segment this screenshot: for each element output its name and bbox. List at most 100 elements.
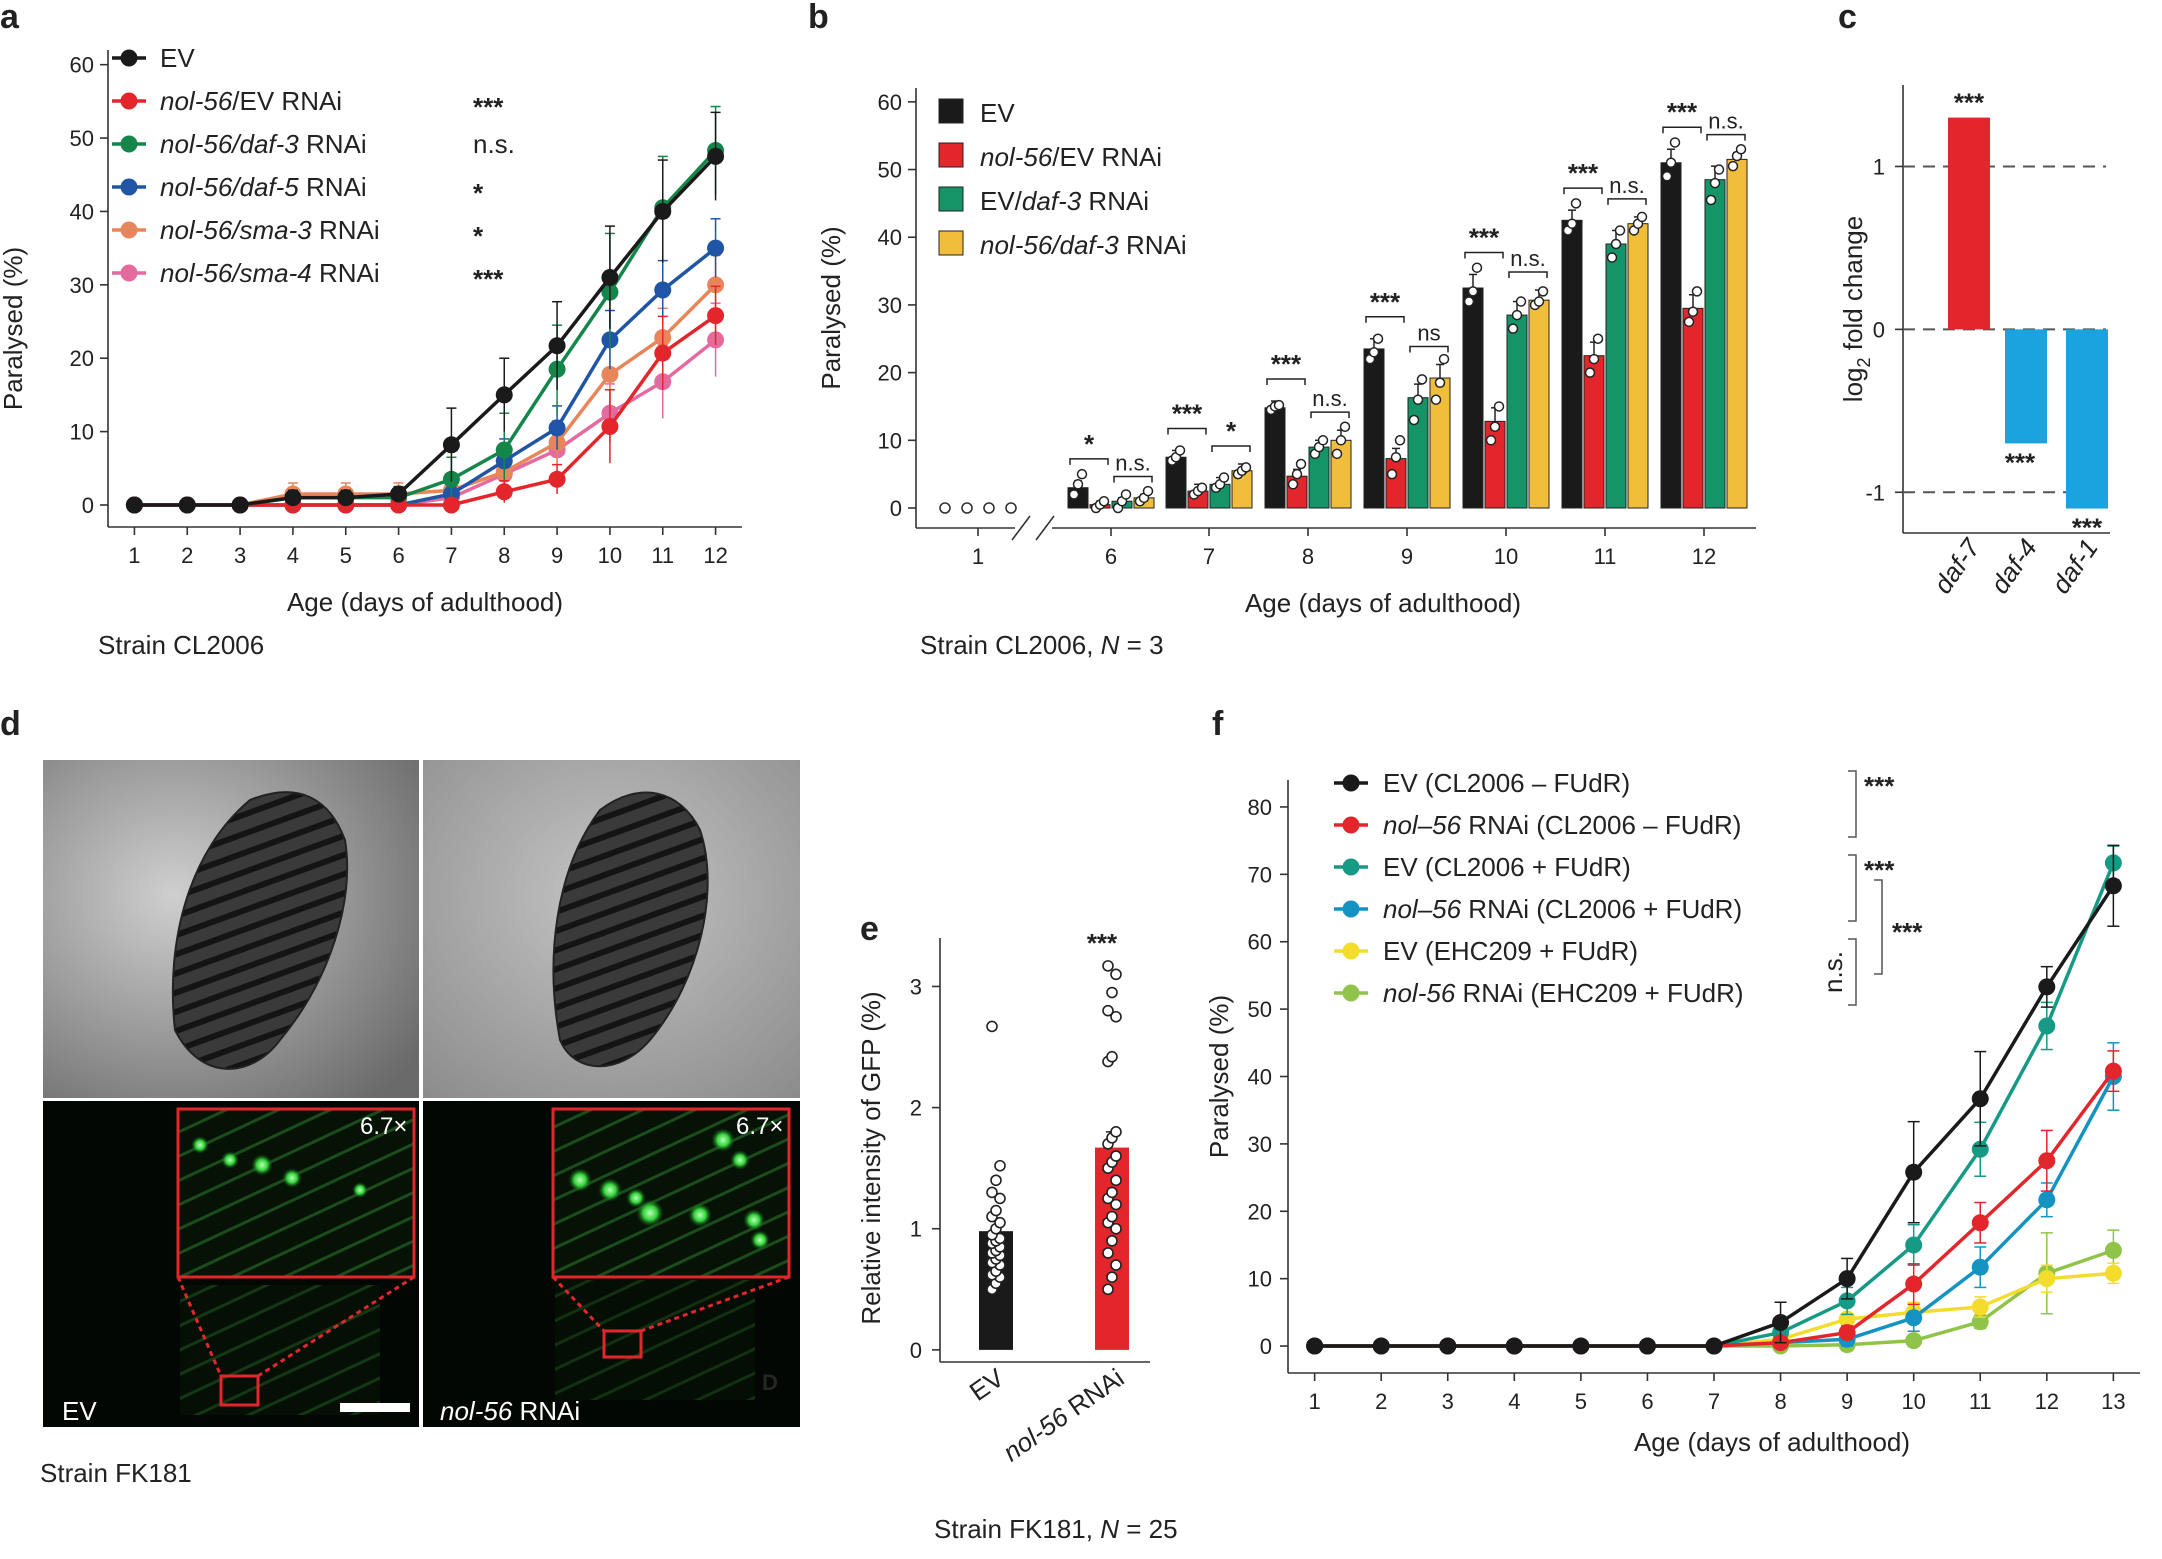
caption-d: Strain FK181 — [40, 1458, 192, 1488]
data-point — [1386, 468, 1398, 480]
data-point — [1174, 445, 1186, 456]
y-axis-label: Paralysed (%) — [0, 247, 28, 410]
worm-gfp-rnai — [555, 1280, 755, 1400]
data-point — [1467, 286, 1479, 297]
data-point — [2038, 1152, 2056, 1170]
significance-label: *** — [1469, 222, 1500, 252]
x-tick-label: 11 — [651, 543, 674, 568]
legend-label: EV (CL2006 – FUdR) — [1383, 768, 1630, 798]
data-point — [1110, 1222, 1122, 1235]
legend-marker — [120, 92, 138, 110]
data-point — [1068, 489, 1080, 500]
legend-label-italic: nol-56/sma-3 — [160, 215, 312, 245]
x-tick-label: 7 — [445, 543, 457, 568]
legend-label-italic: daf-3 — [1022, 186, 1082, 216]
series-line — [1314, 1271, 2114, 1348]
gfp-dots-rnai — [568, 1128, 770, 1250]
zoom-label-ev: 6.7× — [360, 1113, 407, 1140]
legend-marker — [1342, 816, 1360, 834]
legend-label: EV/daf-3 RNAi — [980, 186, 1149, 216]
zoom-box-ev — [219, 1374, 260, 1407]
y-tick-label: 1 — [910, 1217, 922, 1242]
x-axis-label: Age (days of adulthood) — [1634, 1427, 1910, 1457]
significance-label: *** — [1954, 88, 1985, 118]
legend-label-italic: nol-56/daf-3 — [980, 230, 1119, 260]
x-tick-label: 11 — [1594, 544, 1617, 569]
data-point — [2038, 1191, 2056, 1209]
data-point — [1110, 1198, 1122, 1211]
data-point — [1412, 394, 1424, 405]
data-point — [1110, 1259, 1122, 1271]
legend-label-italic: nol-56/daf-5 — [160, 172, 299, 202]
data-point — [1505, 1337, 1523, 1355]
panel-letter-e: e — [860, 910, 879, 948]
x-tick-label: EV — [964, 1362, 1010, 1407]
data-point — [1287, 479, 1299, 490]
legend-label: nol-56 RNAi (EHC209 + FUdR) — [1383, 978, 1744, 1008]
data-point — [1971, 1258, 1989, 1276]
zoom-label-rnai: 6.7× — [736, 1113, 783, 1140]
data-point — [1905, 1332, 1923, 1350]
significance-bracket — [1113, 475, 1153, 483]
legend-swatch — [938, 142, 964, 168]
bar — [1363, 348, 1385, 509]
y-tick-label: 40 — [1248, 1065, 1272, 1090]
y-tick-label: 10 — [70, 420, 94, 445]
zoom-box-rnai — [602, 1329, 643, 1359]
inset-rnai — [551, 1107, 791, 1279]
data-point — [1463, 296, 1475, 307]
data-point — [1368, 347, 1380, 358]
data-point — [1471, 262, 1483, 273]
x-tick-label: 9 — [1401, 544, 1413, 569]
data-point — [1971, 1090, 1989, 1108]
data-point — [1291, 468, 1303, 480]
data-point — [1905, 1163, 1923, 1181]
y-tick-label: 80 — [1248, 795, 1272, 820]
legend-label: nol-56/EV RNAi — [980, 142, 1162, 172]
legend-label-rest: RNAi — [299, 172, 367, 202]
data-point — [1592, 333, 1604, 345]
x-tick-label: 5 — [1575, 1389, 1587, 1414]
data-point — [1838, 1270, 1856, 1288]
series-line — [134, 314, 717, 507]
x-tick-label: nol-56 RNAi — [997, 1362, 1129, 1467]
x-tick-label: 6 — [1641, 1389, 1653, 1414]
data-point — [1408, 414, 1420, 426]
data-point — [601, 417, 619, 435]
x-tick-label-rest: RNAi — [1057, 1362, 1130, 1426]
bar — [1264, 407, 1286, 509]
significance-label: *** — [1892, 917, 1923, 947]
significance-label: *** — [1568, 158, 1599, 188]
y-tick-label: 40 — [70, 199, 94, 224]
series-line — [1314, 1248, 2114, 1348]
legend-label-italic: nol–56 — [1383, 810, 1462, 840]
data-point — [1727, 160, 1739, 172]
significance-label: *** — [2005, 447, 2036, 477]
x-tick-label: daf-7 — [1927, 532, 1986, 599]
data-point — [1669, 137, 1681, 148]
data-point — [1533, 296, 1545, 307]
x-tick-label: 6 — [392, 543, 404, 568]
data-point — [1110, 968, 1122, 981]
legend-label-italic: nol-56/sma-4 — [160, 258, 312, 288]
bar — [1605, 243, 1627, 509]
data-point — [939, 502, 951, 514]
significance-label: *** — [1087, 928, 1118, 958]
bar — [1484, 420, 1506, 509]
x-tick-label: 2 — [1375, 1389, 1387, 1414]
data-point — [1331, 448, 1343, 460]
series-line — [134, 155, 717, 507]
worm-gfp-ev — [180, 1285, 380, 1415]
data-point — [125, 496, 143, 514]
data-point — [1106, 1210, 1118, 1223]
caption-a: Strain CL2006 — [98, 630, 264, 660]
data-point — [284, 489, 302, 507]
bar — [1385, 458, 1407, 509]
x-tick-label: 10 — [1901, 1389, 1925, 1414]
data-point — [1709, 177, 1721, 189]
bar — [1948, 117, 1990, 330]
y-tick-label: 20 — [70, 346, 94, 371]
significance-label: * — [1226, 416, 1237, 446]
